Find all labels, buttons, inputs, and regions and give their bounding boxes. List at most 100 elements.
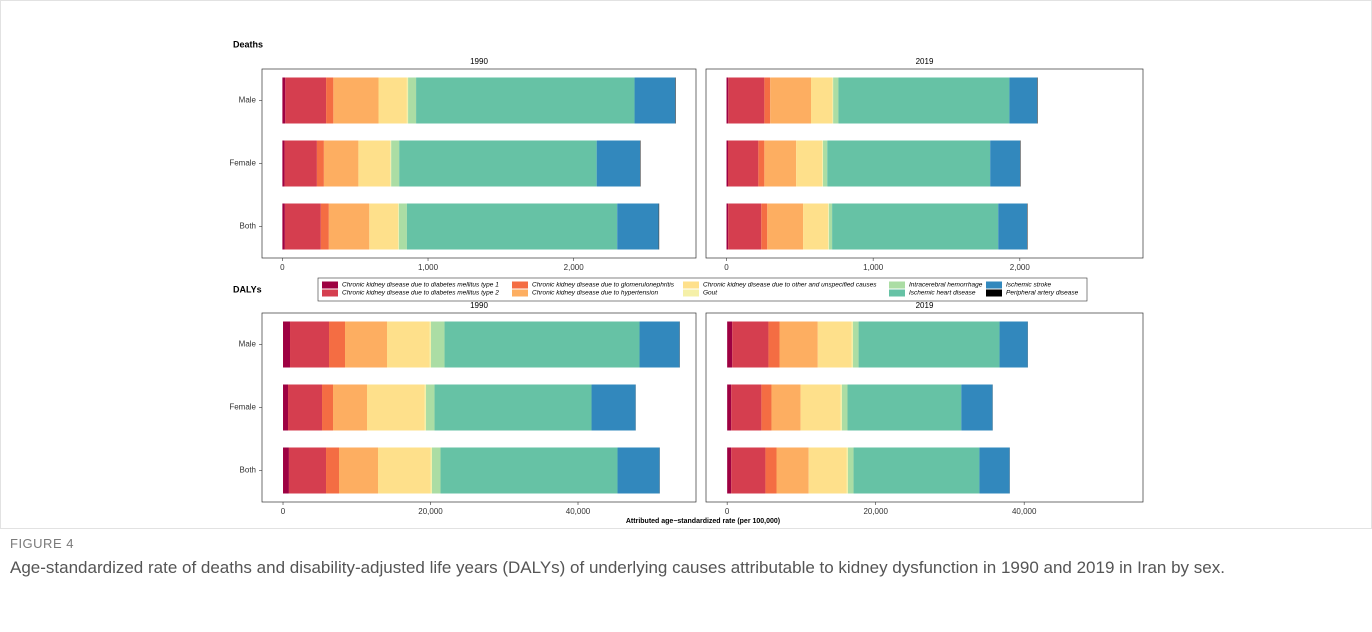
- bar-segment: Ischemic heart disease: [434, 384, 592, 431]
- bar-segment: Ischemic stroke: [617, 447, 660, 494]
- bar-segment: Chronic kidney disease due to other and …: [369, 203, 399, 250]
- x-tick-label: 1,000: [418, 263, 439, 272]
- bar-segment: Intracerebral hemorrhage: [841, 384, 848, 431]
- bar-segment: Gout: [390, 140, 392, 187]
- bar-segment: Chronic kidney disease due to diabetes m…: [726, 203, 729, 250]
- legend-label: Gout: [703, 290, 718, 297]
- bar-segment: Chronic kidney disease due to diabetes m…: [727, 384, 732, 431]
- bar-segment: Chronic kidney disease due to glomerulon…: [761, 203, 768, 250]
- bar-segment: Chronic kidney disease due to other and …: [808, 447, 847, 494]
- bar-segment: Intracerebral hemorrhage: [398, 203, 407, 250]
- bar-segment: Chronic kidney disease due to hypertensi…: [328, 203, 370, 250]
- bar-segment: Gout: [846, 447, 848, 494]
- bar-segment: Chronic kidney disease due to diabetes m…: [282, 140, 285, 187]
- bar-segment: Chronic kidney disease due to other and …: [810, 77, 833, 124]
- panel-title: 2019: [916, 301, 934, 310]
- bar-segment: Ischemic stroke: [634, 77, 676, 124]
- legend-label: Chronic kidney disease due to glomerulon…: [532, 282, 675, 289]
- bar-segment: Chronic kidney disease due to hypertensi…: [333, 384, 368, 431]
- y-tick-label: Both: [240, 222, 256, 231]
- bar-segment: Intracerebral hemorrhage: [431, 321, 445, 368]
- x-tick-label: 40,000: [566, 507, 591, 516]
- x-tick-label: 40,000: [1012, 507, 1037, 516]
- bar-segment: Chronic kidney disease due to glomerulon…: [764, 77, 771, 124]
- legend-swatch: [683, 281, 699, 289]
- bar-segment: Chronic kidney disease due to glomerulon…: [322, 384, 334, 431]
- bar-segment: Chronic kidney disease due to other and …: [358, 140, 391, 187]
- legend-label: Chronic kidney disease due to hypertensi…: [532, 290, 658, 297]
- bar-segment: Intracerebral hemorrhage: [833, 77, 839, 124]
- bar-segment: Ischemic heart disease: [838, 77, 1010, 124]
- bar-segment: Ischemic stroke: [999, 321, 1028, 368]
- bar-segment: Ischemic stroke: [998, 203, 1028, 250]
- bar-segment: Chronic kidney disease due to diabetes m…: [731, 447, 766, 494]
- bar-segment: Chronic kidney disease due to diabetes m…: [732, 321, 769, 368]
- bar-segment: Chronic kidney disease due to other and …: [378, 447, 431, 494]
- x-axis-label: Attributed age−standardized rate (per 10…: [626, 518, 780, 525]
- bar-segment: Chronic kidney disease due to diabetes m…: [283, 447, 289, 494]
- figure-label: FIGURE 4: [10, 536, 74, 551]
- y-tick-label: Male: [239, 340, 257, 349]
- legend-swatch: [889, 289, 905, 297]
- legend-label: Ischemic stroke: [1006, 282, 1052, 289]
- bar-segment: Chronic kidney disease due to hypertensi…: [323, 140, 359, 187]
- bar-segment: Chronic kidney disease due to hypertensi…: [770, 77, 811, 124]
- legend-label: Chronic kidney disease due to diabetes m…: [342, 282, 499, 289]
- bar-segment: Chronic kidney disease due to other and …: [378, 77, 407, 124]
- row-title: DALYs: [233, 284, 262, 294]
- bar-segment: Intracerebral hemorrhage: [853, 321, 859, 368]
- bar-segment: Chronic kidney disease due to diabetes m…: [282, 77, 286, 124]
- bar-segment: Chronic kidney disease due to diabetes m…: [282, 203, 285, 250]
- bar-segment: Chronic kidney disease due to diabetes m…: [726, 77, 729, 124]
- bar-segment: Intracerebral hemorrhage: [823, 140, 828, 187]
- bar-segment: Chronic kidney disease due to hypertensi…: [767, 203, 804, 250]
- bar-segment: Ischemic heart disease: [416, 77, 635, 124]
- legend-swatch: [322, 281, 338, 289]
- bar-segment: Chronic kidney disease due to diabetes m…: [283, 384, 289, 431]
- bar-segment: Chronic kidney disease due to other and …: [800, 384, 841, 431]
- bar-segment: Chronic kidney disease due to hypertensi…: [333, 77, 379, 124]
- bar-segment: Gout: [822, 140, 824, 187]
- x-tick-label: 0: [724, 263, 729, 272]
- figure-caption: Age-standardized rate of deaths and disa…: [10, 558, 1225, 577]
- x-tick-label: 20,000: [418, 507, 443, 516]
- chart: Deaths DALYs Attributed age−standardized…: [0, 0, 1372, 529]
- bar-segment: Chronic kidney disease due to other and …: [817, 321, 852, 368]
- bar-segment: Chronic kidney disease due to diabetes m…: [288, 384, 323, 431]
- bar-segment: Chronic kidney disease due to diabetes m…: [727, 321, 733, 368]
- bar-segment: Ischemic heart disease: [847, 384, 962, 431]
- bar-segment: Intracerebral hemorrhage: [391, 140, 400, 187]
- bar-segment: Chronic kidney disease due to hypertensi…: [779, 321, 818, 368]
- bar-segment: Gout: [828, 203, 829, 250]
- bar-segment: Gout: [832, 77, 834, 124]
- legend-swatch: [889, 281, 905, 289]
- bar-segment: Chronic kidney disease due to diabetes m…: [731, 384, 762, 431]
- bar-segment: Chronic kidney disease due to glomerulon…: [768, 321, 780, 368]
- bar-segment: Chronic kidney disease due to glomerulon…: [326, 77, 334, 124]
- bar-segment: Chronic kidney disease due to other and …: [803, 203, 829, 250]
- x-tick-label: 0: [281, 507, 286, 516]
- bar-segment: Ischemic heart disease: [827, 140, 991, 187]
- bar-segment: Chronic kidney disease due to hypertensi…: [764, 140, 797, 187]
- panel-title: 1990: [470, 301, 488, 310]
- bar-segment: Chronic kidney disease due to diabetes m…: [726, 140, 728, 187]
- bar-segment: Ischemic stroke: [617, 203, 659, 250]
- bar-segment: Gout: [840, 384, 842, 431]
- bar-segment: Chronic kidney disease due to diabetes m…: [728, 203, 762, 250]
- bar-segment: Chronic kidney disease due to diabetes m…: [727, 447, 732, 494]
- bar-segment: Chronic kidney disease due to diabetes m…: [727, 140, 759, 187]
- bar-segment: Chronic kidney disease due to other and …: [387, 321, 430, 368]
- legend-swatch: [512, 289, 528, 297]
- bar-segment: Ischemic heart disease: [858, 321, 1000, 368]
- x-tick-label: 0: [280, 263, 285, 272]
- bar-segment: Ischemic heart disease: [399, 140, 597, 187]
- bar-segment: Ischemic stroke: [639, 321, 680, 368]
- bar-segment: Gout: [398, 203, 399, 250]
- x-tick-label: 0: [725, 507, 730, 516]
- bar-segment: Ischemic stroke: [1009, 77, 1038, 124]
- legend-label: Chronic kidney disease due to diabetes m…: [342, 290, 499, 297]
- y-tick-label: Both: [240, 466, 256, 475]
- bar-segment: Ischemic stroke: [596, 140, 641, 187]
- bar-segment: Intracerebral hemorrhage: [828, 203, 833, 250]
